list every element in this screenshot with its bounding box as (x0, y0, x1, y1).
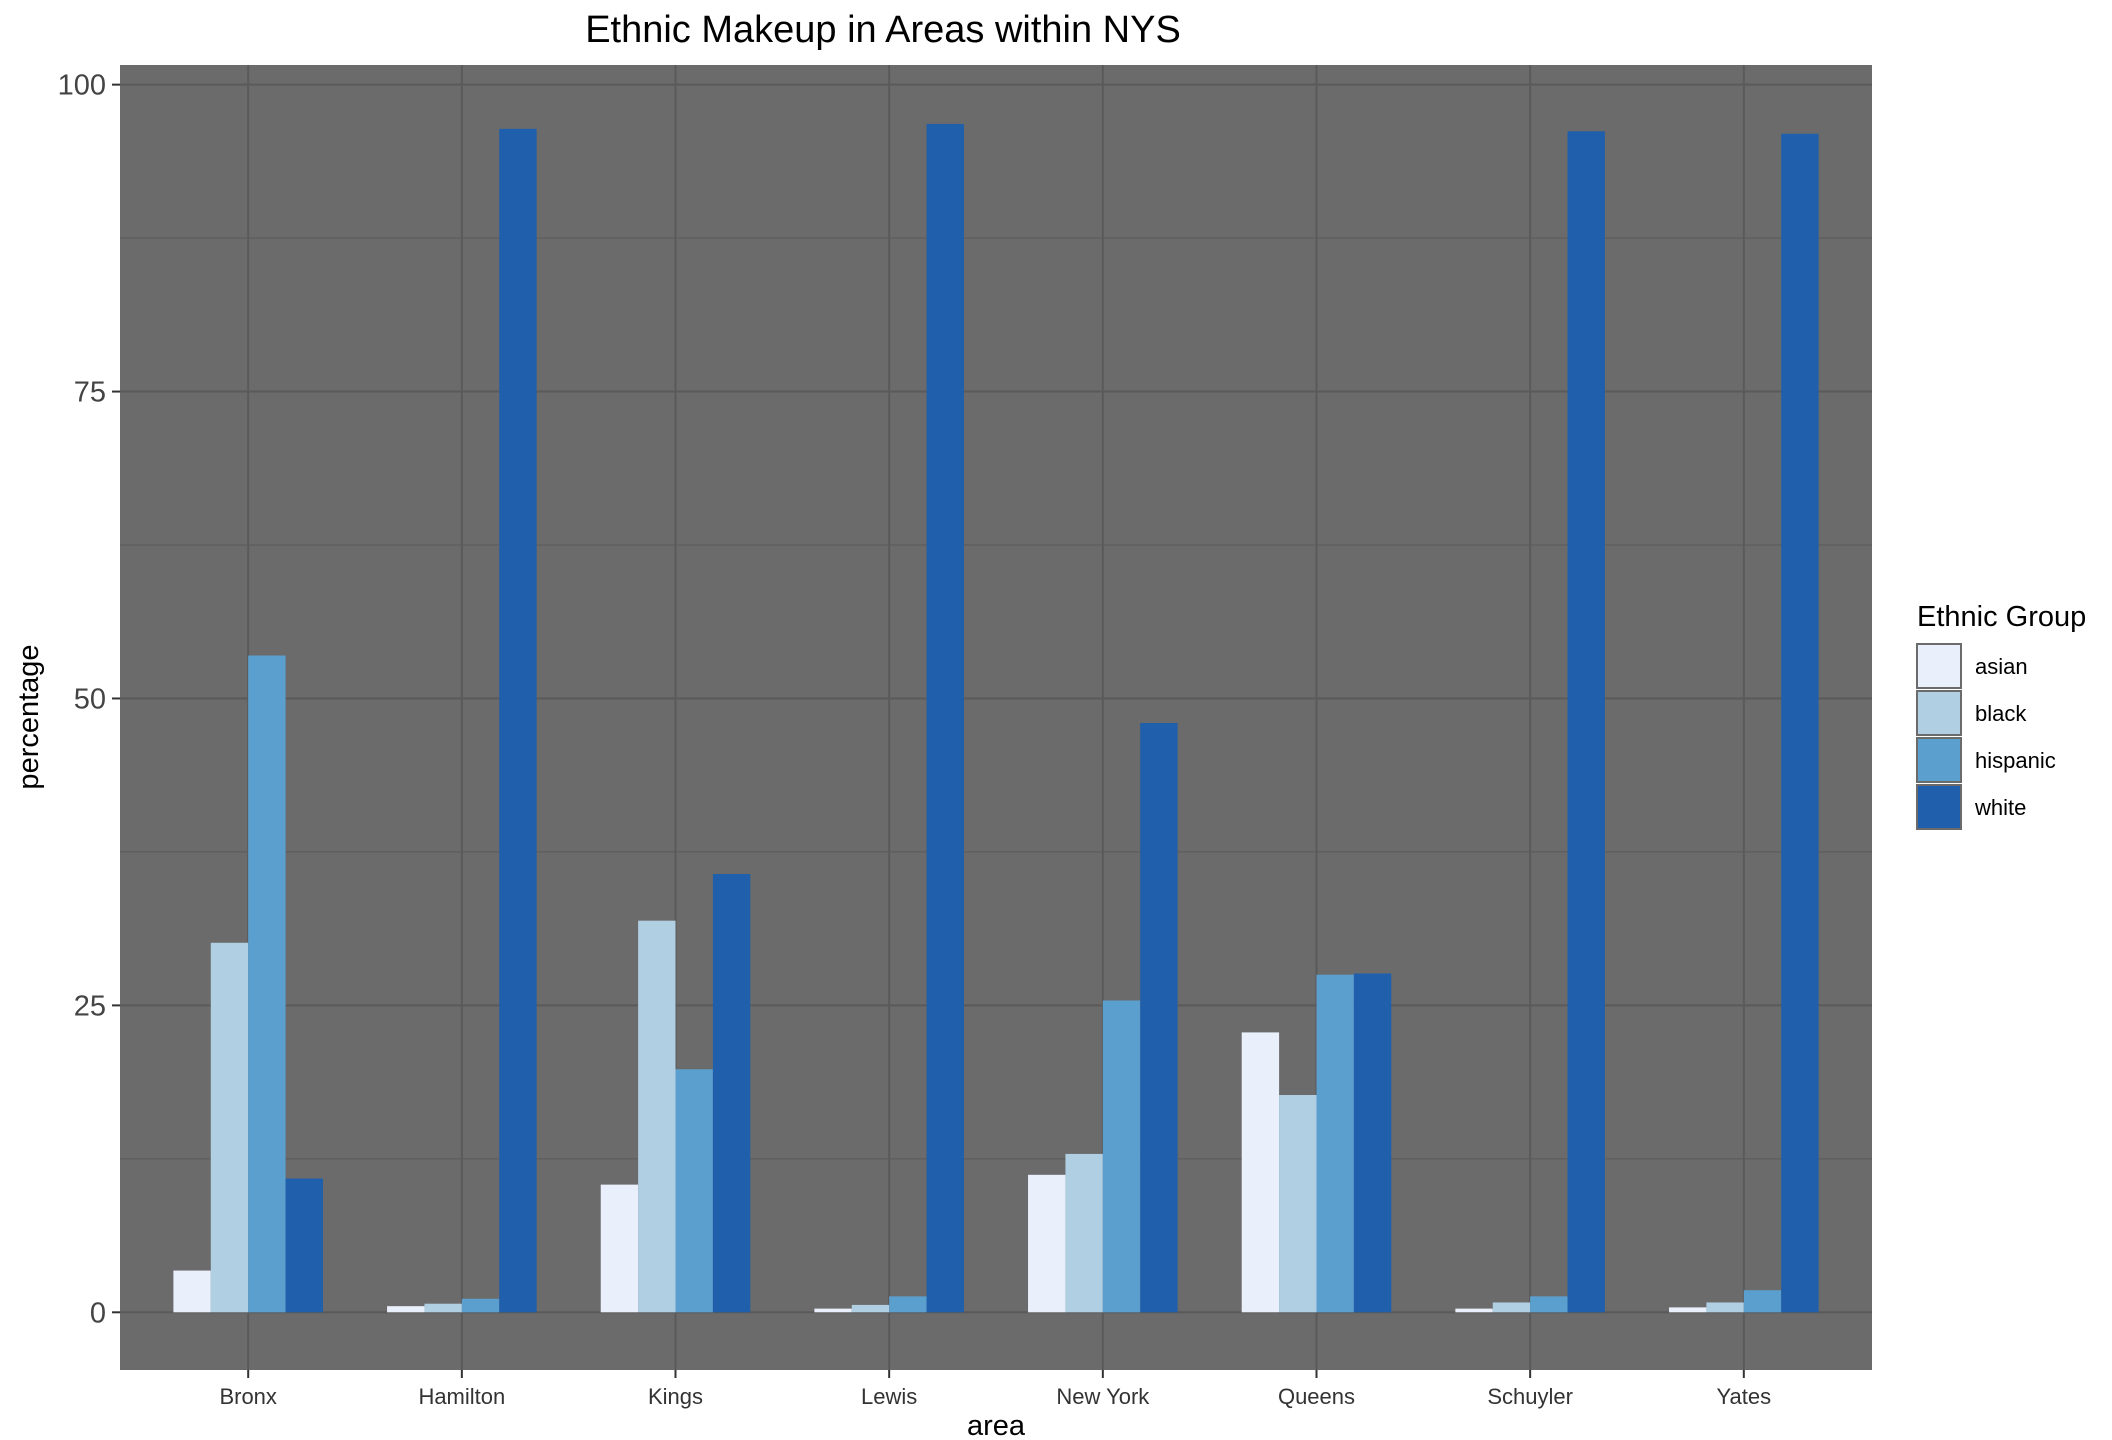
bar-black (851, 1304, 890, 1313)
legend-key (1916, 737, 1962, 783)
bar-hispanic (248, 655, 286, 1313)
bar-black (1492, 1302, 1531, 1313)
bar-hispanic (1530, 1296, 1568, 1313)
y-tick-label: 75 (74, 377, 106, 409)
legend-title: Ethnic Group (1917, 601, 2086, 633)
x-tick-label: Queens (1278, 1384, 1355, 1409)
bar-black (210, 942, 249, 1313)
legend-label: asian (1975, 654, 2028, 679)
bar-white (1353, 973, 1392, 1313)
y-tick-label: 0 (90, 1297, 106, 1329)
legend-key (1916, 690, 1962, 736)
legend-label: black (1975, 701, 2027, 726)
y-tick-label: 25 (74, 990, 106, 1022)
bar-black (1065, 1153, 1103, 1313)
bar-hispanic (889, 1296, 927, 1313)
plot-panel (120, 65, 1872, 1370)
x-tick-label: Schuyler (1487, 1384, 1573, 1409)
bar-asian (1455, 1308, 1493, 1313)
bar-hispanic (1102, 1000, 1141, 1313)
bar-asian (173, 1270, 211, 1313)
bar-white (712, 874, 751, 1313)
legend-label: hispanic (1975, 748, 2056, 773)
bar-white (499, 128, 537, 1313)
chart-title: Ethnic Makeup in Areas within NYS (585, 9, 1181, 51)
x-tick-label: Hamilton (418, 1384, 505, 1409)
bar-asian (387, 1306, 425, 1313)
bar-asian (814, 1308, 852, 1313)
bar-hispanic (461, 1298, 500, 1313)
bar-white (1140, 723, 1178, 1313)
y-axis-title: percentage (13, 644, 45, 789)
x-tick-label: Kings (648, 1384, 703, 1409)
bar-black (638, 920, 676, 1313)
bar-asian (600, 1184, 639, 1313)
bar-white (1781, 133, 1819, 1313)
y-tick-label: 50 (74, 683, 106, 715)
bar-white (285, 1178, 323, 1313)
x-tick-label: Bronx (219, 1384, 276, 1409)
x-axis: Bronx Hamilton Kings Lewis New York Queens Sch… (219, 1370, 1771, 1409)
bar-hispanic (1743, 1290, 1782, 1313)
legend-key (1916, 643, 1962, 689)
bar-white (926, 123, 964, 1313)
x-tick-label: Lewis (861, 1384, 917, 1409)
bar-asian (1669, 1307, 1707, 1313)
bar-black (1279, 1095, 1317, 1313)
bar-hispanic (675, 1069, 713, 1313)
legend-key (1916, 784, 1962, 830)
x-tick-label: Yates (1716, 1384, 1771, 1409)
y-tick-label: 100 (58, 70, 106, 102)
legend-label: white (1974, 795, 2026, 820)
bar-asian (1241, 1032, 1280, 1313)
x-axis-title: area (967, 1410, 1026, 1440)
bars (173, 123, 1819, 1313)
bar-asian (1028, 1174, 1066, 1313)
x-tick-label: New York (1056, 1384, 1150, 1409)
y-axis: 0 25 50 75 100 (58, 70, 120, 1329)
bar-black (424, 1303, 462, 1313)
bar-black (1706, 1302, 1744, 1313)
legend: Ethnic Group asian black hispanic white (1916, 601, 2086, 830)
bar-hispanic (1316, 974, 1354, 1313)
bar-white (1567, 131, 1605, 1313)
